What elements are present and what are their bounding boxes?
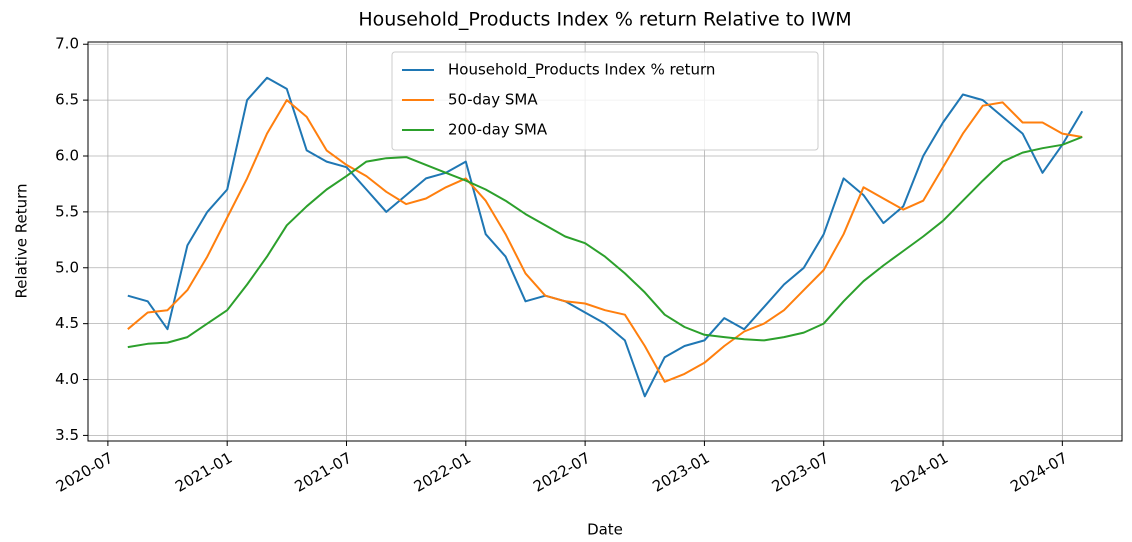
line-series	[127, 76, 1084, 398]
x-tick-label: 2023-07	[769, 449, 832, 496]
x-tick-label: 2024-01	[888, 449, 951, 496]
y-tick-label: 5.5	[55, 202, 79, 220]
line-series	[127, 136, 1083, 349]
x-tick-label: 2021-01	[172, 449, 235, 496]
x-tick-label: 2024-07	[1007, 449, 1070, 496]
legend-box	[391, 51, 819, 151]
plot-frame	[87, 41, 1123, 442]
x-axis-label: Date	[587, 521, 623, 539]
legend-label: 200-day SMA	[448, 121, 548, 139]
y-tick-label: 4.5	[55, 314, 79, 332]
y-tick-label: 6.0	[55, 147, 79, 165]
x-tick-label: 2023-01	[649, 449, 712, 496]
legend-label: Household_Products Index % return	[448, 61, 715, 80]
y-tick-label: 7.0	[55, 35, 79, 53]
y-tick-label: 4.0	[55, 370, 79, 388]
chart-title: Household_Products Index % return Relati…	[358, 9, 851, 31]
y-tick-label: 5.0	[55, 258, 79, 276]
y-tick-label: 3.5	[55, 426, 79, 444]
y-tick-label: 6.5	[55, 91, 79, 109]
x-tick-label: 2022-01	[411, 449, 474, 496]
x-tick-label: 2022-07	[530, 449, 593, 496]
line-series	[127, 99, 1083, 383]
x-tick-label: 2020-07	[53, 449, 116, 496]
legend-label: 50-day SMA	[448, 91, 538, 109]
legend: Household_Products Index % return 50-day …	[391, 51, 819, 151]
x-tick-label: 2021-07	[291, 449, 354, 496]
y-axis-label: Relative Return	[13, 183, 31, 298]
